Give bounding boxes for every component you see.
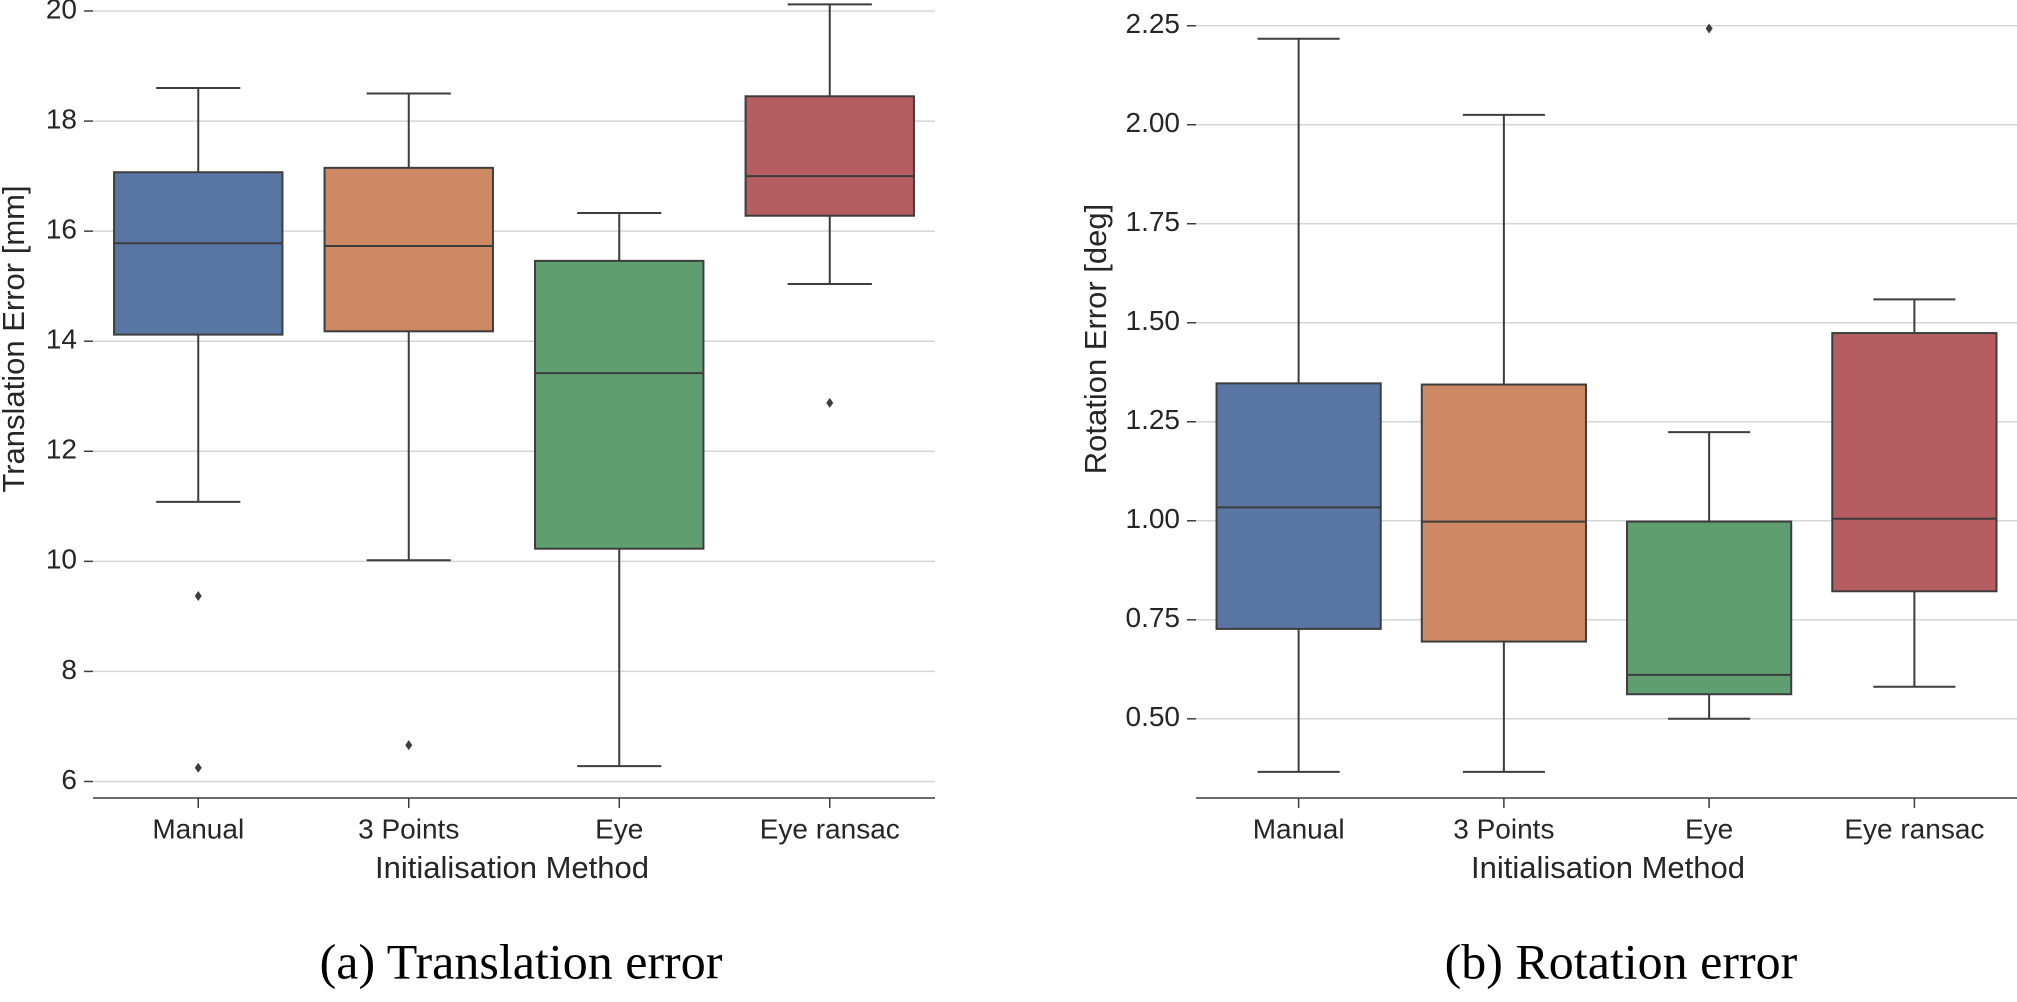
y-tick-label: 1.50 <box>1126 305 1181 336</box>
x-tick-label: Eye ransac <box>760 813 900 844</box>
y-tick-label: 1.00 <box>1126 503 1181 534</box>
x-tick-label: 3 Points <box>358 813 459 844</box>
outlier <box>826 397 834 408</box>
y-tick-label: 0.75 <box>1126 602 1181 633</box>
y-tick-label: 0.50 <box>1126 701 1181 732</box>
box <box>1626 520 1793 696</box>
x-axis-label: Initialisation Method <box>375 850 649 885</box>
y-tick-label: 14 <box>46 324 77 355</box>
y-tick-label: 18 <box>46 103 77 134</box>
y-tick-label: 16 <box>46 214 77 245</box>
x-tick-label: Eye <box>1685 813 1733 844</box>
outlier <box>1705 23 1713 34</box>
y-tick-label: 8 <box>61 654 77 685</box>
y-tick-label: 6 <box>61 764 77 795</box>
outlier <box>194 762 202 773</box>
box <box>1215 382 1382 630</box>
y-tick-label: 10 <box>46 544 77 575</box>
box <box>113 171 284 336</box>
y-tick-label: 1.75 <box>1126 206 1181 237</box>
caption: (a) Translation error <box>320 933 723 989</box>
x-tick-label: 3 Points <box>1453 813 1554 844</box>
outlier <box>194 591 202 602</box>
caption: (b) Rotation error <box>1445 933 1798 989</box>
y-axis-label: Translation Error [mm] <box>0 185 31 492</box>
y-axis-label: Rotation Error [deg] <box>1078 204 1113 475</box>
box <box>1831 332 1998 593</box>
box <box>323 166 494 333</box>
box <box>1420 383 1587 643</box>
x-tick-label: Manual <box>1253 813 1345 844</box>
x-axis-label: Initialisation Method <box>1471 850 1745 885</box>
y-tick-label: 2.25 <box>1126 8 1181 39</box>
x-tick-label: Eye <box>595 813 643 844</box>
box <box>534 259 705 550</box>
x-tick-label: Eye ransac <box>1844 813 1984 844</box>
box <box>744 95 915 217</box>
y-tick-label: 1.25 <box>1126 404 1181 435</box>
y-tick-label: 12 <box>46 434 77 465</box>
x-tick-label: Manual <box>152 813 244 844</box>
y-tick-label: 2.00 <box>1126 107 1181 138</box>
outlier <box>405 740 413 751</box>
y-tick-label: 20 <box>46 0 77 24</box>
